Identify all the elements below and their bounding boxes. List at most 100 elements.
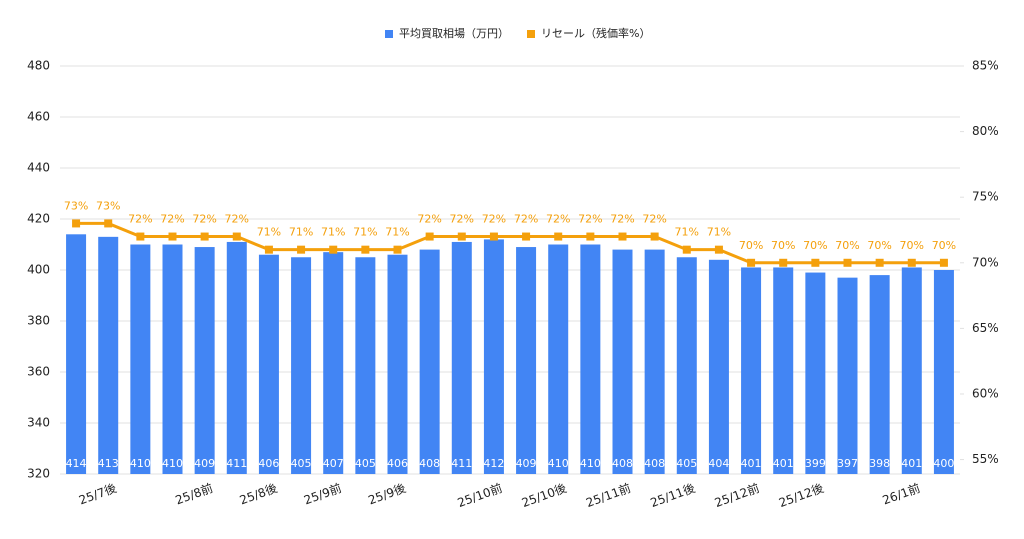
bar-value-label: 406	[258, 457, 279, 470]
bar-value-label: 411	[451, 457, 472, 470]
bar	[805, 272, 826, 474]
line-point	[168, 232, 177, 241]
bar	[676, 257, 697, 474]
y-tick-label: 460	[27, 110, 50, 124]
bar	[837, 277, 858, 474]
line-value-label: 72%	[578, 213, 602, 226]
bar-value-label: 408	[612, 457, 633, 470]
legend-swatch	[385, 30, 393, 38]
bar	[355, 257, 376, 474]
x-tick-label: 25/12後	[777, 481, 826, 510]
bar	[483, 239, 504, 474]
line-point	[650, 232, 659, 241]
line	[76, 221, 944, 265]
x-tick-label: 25/7後	[77, 481, 118, 507]
y2-tick-label: 85%	[972, 59, 999, 73]
bar	[708, 259, 729, 474]
line-point	[425, 232, 434, 241]
bar-value-label: 408	[644, 457, 665, 470]
x-tick-label: 25/8後	[238, 481, 279, 507]
bar-value-label: 412	[483, 457, 504, 470]
y2-tick-label: 70%	[972, 255, 999, 269]
x-tick-label: 25/11後	[648, 481, 697, 510]
bar	[612, 249, 633, 474]
line-value-label: 71%	[353, 226, 377, 239]
bar	[162, 244, 183, 474]
line-value-label: 70%	[900, 239, 924, 252]
bar-value-label: 410	[162, 457, 183, 470]
bar-value-label: 405	[291, 457, 312, 470]
bar-value-label: 413	[98, 457, 119, 470]
legend-label: 平均買取相場（万円）	[399, 27, 509, 40]
line-value-label: 72%	[514, 213, 538, 226]
line-point	[779, 258, 788, 267]
line-value-label: 71%	[675, 226, 699, 239]
y2-tick-label: 80%	[972, 124, 999, 138]
bar	[869, 275, 890, 474]
line-point	[714, 245, 723, 254]
bar	[933, 270, 954, 474]
line-point	[104, 219, 113, 228]
line-value-label: 72%	[417, 213, 441, 226]
legend-label: リセール（残価率%）	[541, 26, 650, 40]
y2-tick-label: 65%	[972, 321, 999, 335]
bar	[580, 244, 601, 474]
line-point	[329, 245, 338, 254]
bar-value-label: 409	[194, 457, 215, 470]
y-tick-label: 400	[27, 263, 50, 277]
bar-value-label: 404	[708, 457, 729, 470]
bar-value-label: 406	[387, 457, 408, 470]
bar	[387, 254, 408, 474]
bar-value-label: 410	[580, 457, 601, 470]
bar-value-label: 401	[741, 457, 762, 470]
bar	[451, 241, 472, 474]
line-value-label: 73%	[64, 199, 88, 212]
x-tick-label: 25/12前	[712, 480, 761, 510]
line-value-label: 71%	[289, 226, 313, 239]
x-tick-label: 25/9後	[366, 481, 407, 507]
line-point	[682, 245, 691, 254]
line-point	[811, 258, 820, 267]
bar	[516, 247, 537, 474]
y-tick-label: 320	[27, 467, 50, 481]
line-value-label: 70%	[932, 239, 956, 252]
line-value-label: 70%	[835, 239, 859, 252]
line-point	[200, 232, 209, 241]
line-value-label: 72%	[225, 213, 249, 226]
x-tick-label: 25/8前	[173, 480, 215, 507]
bar	[226, 241, 247, 474]
line-value-label: 71%	[385, 226, 409, 239]
line-value-label: 70%	[771, 239, 795, 252]
y-tick-label: 420	[27, 212, 50, 226]
y-tick-label: 480	[27, 59, 50, 73]
line-point	[393, 245, 402, 254]
bar-value-label: 410	[130, 457, 151, 470]
y-tick-label: 380	[27, 314, 50, 328]
bar	[258, 254, 279, 474]
line-point	[907, 258, 916, 267]
line-point	[747, 258, 756, 267]
line-value-label: 72%	[192, 213, 216, 226]
bar-value-label: 414	[66, 457, 87, 470]
bar-value-label: 399	[805, 457, 826, 470]
line-point	[843, 258, 852, 267]
line-value-label: 72%	[482, 213, 506, 226]
y2-tick-label: 60%	[972, 386, 999, 400]
y2-tick-label: 75%	[972, 190, 999, 204]
line-value-label: 72%	[642, 213, 666, 226]
line-point	[72, 219, 81, 228]
bar-value-label: 409	[516, 457, 537, 470]
bar-value-label: 397	[837, 457, 858, 470]
line-point	[586, 232, 595, 241]
line-point	[361, 245, 370, 254]
line-value-label: 72%	[546, 213, 570, 226]
line-value-label: 71%	[707, 226, 731, 239]
bar	[901, 267, 922, 474]
bar-value-label: 407	[323, 457, 344, 470]
line-value-label: 72%	[160, 213, 184, 226]
bar	[130, 244, 151, 474]
line-point	[939, 258, 948, 267]
y-tick-label: 360	[27, 365, 50, 379]
bar	[548, 244, 569, 474]
